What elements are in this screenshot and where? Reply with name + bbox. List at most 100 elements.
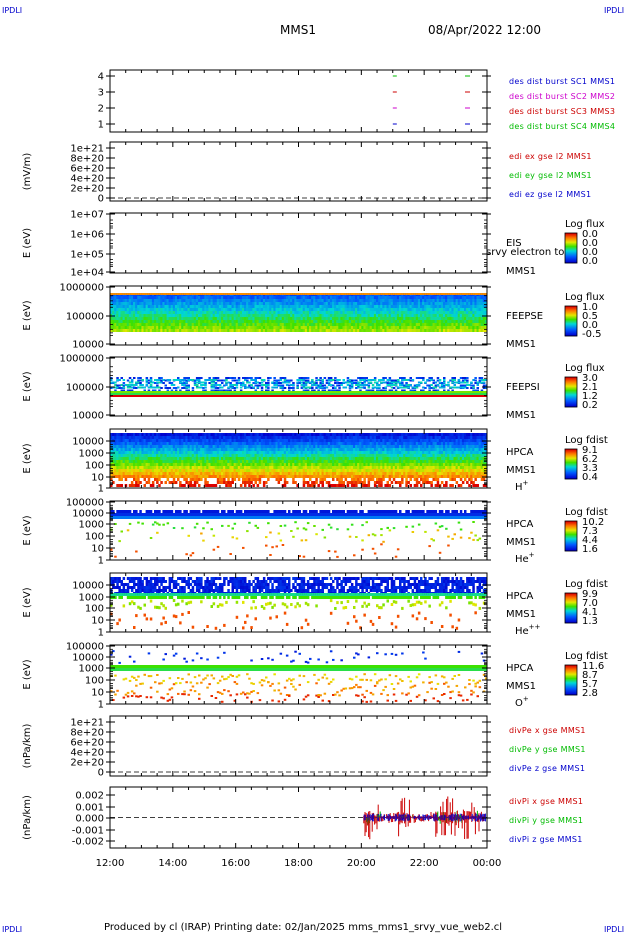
spectrogram-cell: [440, 299, 444, 302]
spectrogram-cell: [445, 326, 448, 329]
spectrogram-cell: [464, 326, 467, 329]
spectrogram-cell: [273, 293, 276, 295]
spectrogram-cell: [436, 311, 440, 314]
spectrogram-cell: [376, 314, 379, 317]
spectrogram-cell: [378, 326, 381, 329]
spectrogram-cell: [285, 299, 289, 302]
spectrogram-cell: [388, 379, 392, 381]
spectrogram-cell: [296, 320, 299, 323]
spectrogram-cell: [285, 305, 289, 308]
spectrogram-cell: [340, 296, 343, 299]
spectrogram-cell: [139, 386, 142, 389]
spectrogram-cell: [239, 293, 243, 295]
spectrogram-cell: [371, 384, 375, 386]
spectrogram-cell: [288, 387, 291, 389]
spectrogram-cell: [319, 384, 322, 386]
spectrogram-cell: [403, 320, 406, 323]
spectrogram-cell: [478, 329, 482, 332]
spectrogram-cell: [417, 329, 421, 332]
spectrogram-cell: [329, 379, 333, 381]
spectrogram-cell: [327, 377, 331, 379]
spectrogram-cell: [116, 323, 119, 326]
spectrogram-cell: [283, 311, 287, 314]
spectrogram-cell: [237, 317, 241, 320]
spectrogram-cell: [353, 302, 356, 305]
spectrogram-cell: [382, 314, 385, 317]
spectrogram-cell: [225, 320, 228, 323]
spectrogram-cell: [464, 311, 467, 314]
colorbar-label: 0.0: [582, 229, 598, 240]
spectrogram-cell: [367, 320, 371, 323]
spectrogram-cell: [139, 329, 142, 332]
spectrogram-cell: [133, 395, 136, 397]
spectrogram-cell: [464, 329, 467, 332]
spectrogram-cell: [130, 481, 134, 484]
spectrogram-cell: [401, 329, 404, 332]
spectrogram-cell: [126, 389, 130, 392]
spectrogram-cell: [373, 308, 377, 311]
spectrogram-cell: [415, 311, 419, 314]
spectrogram-cell: [133, 393, 136, 395]
spectrogram-cell: [373, 391, 377, 393]
spectrogram-cell: [388, 305, 392, 308]
spectrogram-cell: [401, 377, 404, 379]
spectrogram-cell: [386, 379, 389, 381]
spectrogram-cell: [137, 305, 140, 308]
spectrogram-cell: [332, 391, 335, 393]
spectrogram-cell: [252, 323, 255, 326]
spectrogram-cell: [112, 311, 115, 314]
spectrogram-cell: [212, 299, 216, 302]
spectrogram-cell: [386, 302, 389, 305]
spectrogram-cell: [214, 377, 218, 379]
spectrogram-cell: [350, 379, 354, 382]
spectrogram-cell: [468, 299, 471, 302]
spectrogram-cell: [147, 478, 151, 481]
spectrogram-cell: [244, 317, 247, 320]
spectrogram-cell: [411, 320, 415, 323]
spectrogram-cell: [376, 299, 379, 302]
spectrogram-cell: [260, 293, 264, 295]
spectrogram-cell: [384, 296, 387, 299]
colorbar-swatch: [565, 237, 577, 239]
spectrogram-cell: [355, 391, 358, 393]
spectrogram-cell: [438, 308, 442, 311]
spectrogram-cell: [426, 320, 429, 323]
spectrogram-cell: [216, 377, 220, 379]
spectrogram-cell: [430, 314, 433, 317]
spectrogram-cell: [279, 379, 283, 381]
spectrogram-cell: [430, 293, 433, 295]
spectrogram-cell: [250, 302, 253, 305]
spectrogram-cell: [133, 387, 136, 389]
spectrogram-cell: [158, 317, 161, 320]
spectrogram-cell: [296, 391, 299, 393]
spectrogram-cell: [210, 302, 213, 305]
spectrogram-cell: [392, 308, 396, 311]
spectrogram-cell: [447, 317, 450, 320]
spectrogram-cell: [306, 308, 310, 311]
spectrogram-cell: [359, 384, 362, 386]
spectrogram-cell: [275, 299, 278, 302]
spectrogram-cell: [357, 326, 360, 329]
spectrogram-cell: [256, 377, 260, 379]
spectrogram-cell: [179, 299, 182, 302]
spectrogram-cell: [137, 299, 140, 302]
spectrogram-cell: [208, 326, 211, 329]
spectrogram-cell: [422, 320, 425, 323]
spectrogram-cell: [265, 382, 268, 384]
spectrogram-cell: [376, 320, 379, 323]
spectrogram-cell: [135, 391, 138, 393]
spectrogram-cell: [384, 311, 387, 314]
spectrogram-cell: [413, 386, 417, 389]
spectrogram-cell: [405, 296, 408, 299]
spectrogram-cell: [235, 305, 239, 308]
spectrogram-cell: [216, 311, 220, 314]
spectrogram-cell: [145, 384, 149, 386]
spectrogram-cell: [315, 320, 318, 323]
spectrogram-cell: [160, 393, 163, 395]
spectrogram-cell: [357, 299, 360, 302]
spectrogram-cell: [189, 296, 193, 299]
spectrogram-cell: [250, 393, 253, 395]
spectrogram-cell: [449, 305, 452, 308]
spectrogram-cell: [407, 386, 410, 389]
spectrogram-cell: [464, 320, 467, 323]
